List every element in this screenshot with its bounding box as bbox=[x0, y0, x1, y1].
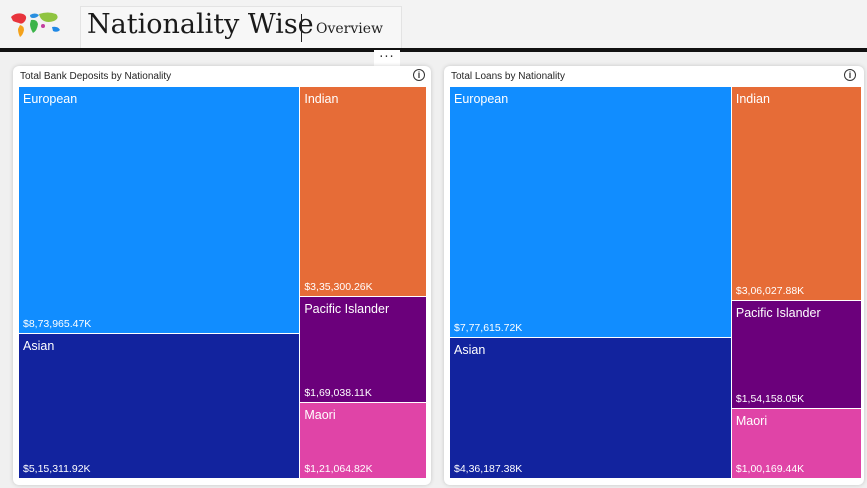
tile-value: $8,73,965.47K bbox=[23, 317, 92, 330]
tile-label: Asian bbox=[23, 338, 55, 353]
deposits-visual[interactable]: Total Bank Deposits by Nationality i Eur… bbox=[13, 66, 431, 485]
treemap-tile-indian[interactable]: Indian $3,35,300.26K bbox=[300, 87, 427, 298]
treemap-tile-european[interactable]: European $8,73,965.47K bbox=[19, 87, 301, 334]
tile-label: Maori bbox=[304, 408, 336, 423]
info-icon[interactable]: i bbox=[413, 69, 425, 81]
tile-label: Indian bbox=[735, 92, 770, 106]
tile-value: $1,69,038.11K bbox=[304, 387, 372, 400]
tile-label: Indian bbox=[304, 92, 339, 106]
tile-label: Pacific Islander bbox=[304, 302, 390, 317]
tile-value: $1,00,169.44K bbox=[735, 462, 805, 475]
treemap-tile-european[interactable]: European $7,77,615.72K bbox=[450, 87, 732, 339]
report-header: Nationality Wise Overview bbox=[0, 0, 867, 52]
info-icon[interactable]: i bbox=[844, 69, 856, 81]
title-box: Nationality Wise Overview bbox=[80, 6, 402, 49]
treemap-tile-maori[interactable]: Maori $1,21,064.82K bbox=[300, 403, 427, 479]
tile-value: $7,77,615.72K bbox=[454, 322, 523, 335]
tile-label: Asian bbox=[454, 343, 486, 358]
page-subtitle: Overview bbox=[316, 21, 384, 37]
treemap-tile-pacific-islander[interactable]: Pacific Islander $1,54,158.05K bbox=[731, 301, 862, 409]
tile-value: $4,36,187.38K bbox=[454, 462, 523, 475]
world-map-icon bbox=[11, 12, 60, 37]
loans-visual[interactable]: Total Loans by Nationality i European $7,… bbox=[444, 66, 864, 485]
treemap-tile-maori[interactable]: Maori $1,00,169.44K bbox=[731, 408, 862, 479]
tile-label: European bbox=[454, 92, 509, 106]
header-divider bbox=[0, 48, 867, 52]
tile-value: $3,35,300.26K bbox=[304, 281, 373, 294]
treemap-tile-indian[interactable]: Indian $3,06,027.88K bbox=[731, 87, 862, 302]
treemap-tile-asian[interactable]: Asian $4,36,187.38K bbox=[450, 338, 732, 479]
tile-label: Pacific Islander bbox=[735, 306, 821, 321]
deposits-chart-title: Total Bank Deposits by Nationality bbox=[20, 71, 172, 82]
tile-label: European bbox=[23, 92, 78, 106]
tile-label: Maori bbox=[735, 413, 768, 428]
page-title: Nationality Wise bbox=[87, 9, 314, 40]
tile-value: $1,21,064.82K bbox=[304, 462, 373, 475]
more-options-button[interactable]: ··· bbox=[374, 50, 400, 68]
tile-value: $5,15,311.92K bbox=[23, 462, 91, 475]
treemap-tile-asian[interactable]: Asian $5,15,311.92K bbox=[19, 333, 301, 479]
loans-chart-title: Total Loans by Nationality bbox=[451, 71, 565, 82]
title-separator bbox=[301, 14, 302, 42]
treemap-tile-pacific-islander[interactable]: Pacific Islander $1,69,038.11K bbox=[300, 297, 427, 404]
tile-value: $1,54,158.05K bbox=[735, 392, 805, 405]
tile-value: $3,06,027.88K bbox=[735, 285, 805, 298]
